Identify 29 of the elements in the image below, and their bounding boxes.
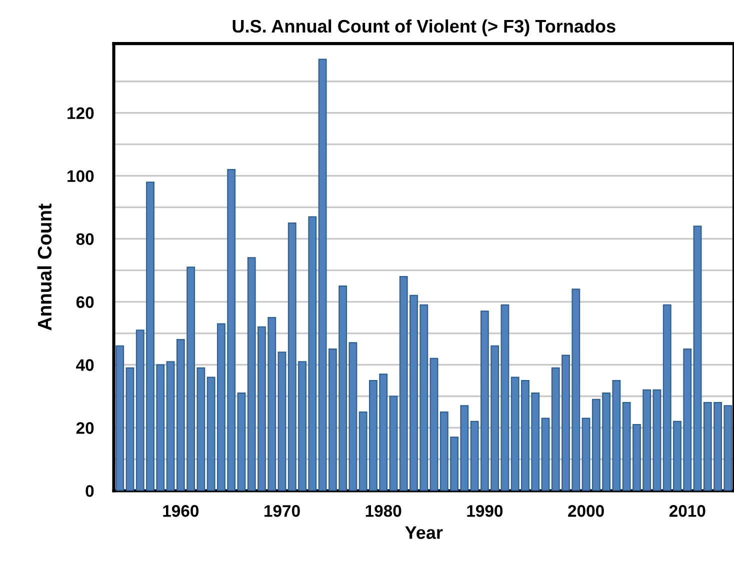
bar [430,358,438,491]
x-tick-label: 1980 [366,505,402,517]
bar [318,58,327,491]
bar [500,304,510,491]
bar [693,226,702,491]
y-tick-label: 40 [76,359,94,371]
y-tick-label: 80 [76,233,94,246]
bar [237,392,246,491]
y-tick-label: 100 [68,170,94,182]
bar [541,418,550,491]
y-tick-label: 20 [76,422,94,434]
y-tick-label: 0 [86,485,94,497]
x-tick-label: 2010 [669,505,706,517]
x-tick-label: 2000 [568,505,604,517]
x-tick-label: 1990 [467,505,503,517]
y-tick-label: 60 [76,296,94,308]
y-axis-title: Annual Count [37,204,52,330]
bar [582,418,590,491]
x-tick-label: 1970 [264,505,300,517]
bar [652,389,662,491]
bar [166,361,175,491]
y-tick-label: 120 [68,107,94,120]
chart-title: U.S. Annual Count of Violent (> F3) Tornados [232,19,616,36]
bar [126,367,134,491]
bar [116,345,124,491]
x-tick-label: 1960 [163,505,199,517]
bar [278,352,286,491]
bar [389,396,398,491]
x-axis-title: Year [405,526,443,539]
